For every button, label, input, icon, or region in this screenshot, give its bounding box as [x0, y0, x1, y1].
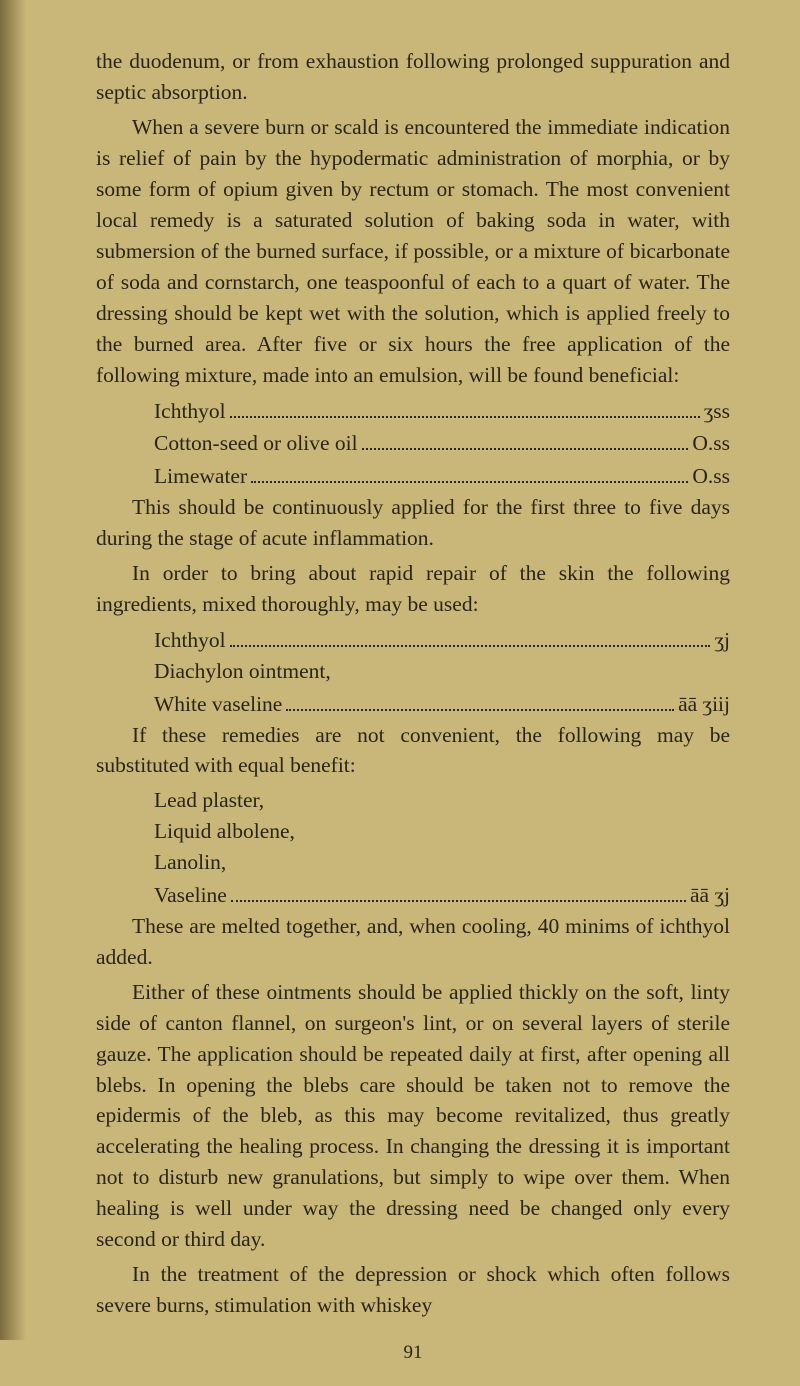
paragraph: If these remedies are not convenient, th… [96, 720, 730, 782]
ingredient-value: āā ʒiij [678, 689, 730, 720]
ingredient-value: O.ss [692, 428, 730, 459]
dot-leader [231, 878, 686, 902]
ingredient-value: āā ʒj [690, 880, 730, 911]
paragraph: the duodenum, or from exhaustion followi… [96, 46, 730, 108]
paragraph: These are melted together, and, when coo… [96, 911, 730, 973]
dot-leader [286, 687, 674, 711]
ingredient-row: Vaseline āā ʒj [96, 878, 730, 910]
ingredient-label: Liquid albolene, [154, 816, 295, 847]
ingredient-label: White vaseline [154, 689, 282, 720]
ingredient-row: Ichthyol ʒss [96, 394, 730, 426]
ingredient-row: Cotton-seed or olive oil O.ss [96, 427, 730, 459]
ingredient-label: Ichthyol [154, 396, 226, 427]
ingredient-label: Vaseline [154, 880, 227, 911]
paragraph: This should be continuously applied for … [96, 492, 730, 554]
ingredient-value: O.ss [692, 461, 730, 492]
ingredient-row: Lanolin, [96, 847, 730, 878]
ingredient-row: Ichthyol ʒj [96, 624, 730, 656]
ingredient-value: ʒss [704, 396, 730, 427]
page-content: the duodenum, or from exhaustion followi… [0, 0, 800, 1386]
paragraph: When a severe burn or scald is encounter… [96, 112, 730, 391]
ingredient-value: ʒj [714, 625, 730, 656]
paragraph: Either of these ointments should be appl… [96, 977, 730, 1256]
dot-leader [251, 459, 688, 483]
ingredient-row: Lead plaster, [96, 785, 730, 816]
ingredient-row: Liquid albolene, [96, 816, 730, 847]
ingredient-label: Diachylon ointment, [154, 656, 331, 687]
ingredient-label: Ichthyol [154, 625, 226, 656]
paragraph: In order to bring about rapid repair of … [96, 558, 730, 620]
ingredient-row: Diachylon ointment, [96, 656, 730, 687]
ingredient-label: Lanolin, [154, 847, 226, 878]
paragraph: In the treatment of the depression or sh… [96, 1259, 730, 1321]
ingredient-label: Lead plaster, [154, 785, 264, 816]
dot-leader [230, 394, 700, 418]
page-number: 91 [96, 1339, 730, 1366]
ingredient-row: White vaseline āā ʒiij [96, 687, 730, 719]
ingredient-label: Limewater [154, 461, 247, 492]
ingredient-label: Cotton-seed or olive oil [154, 428, 358, 459]
dot-leader [230, 624, 711, 648]
ingredient-row: Limewater O.ss [96, 459, 730, 491]
dot-leader [362, 427, 689, 451]
